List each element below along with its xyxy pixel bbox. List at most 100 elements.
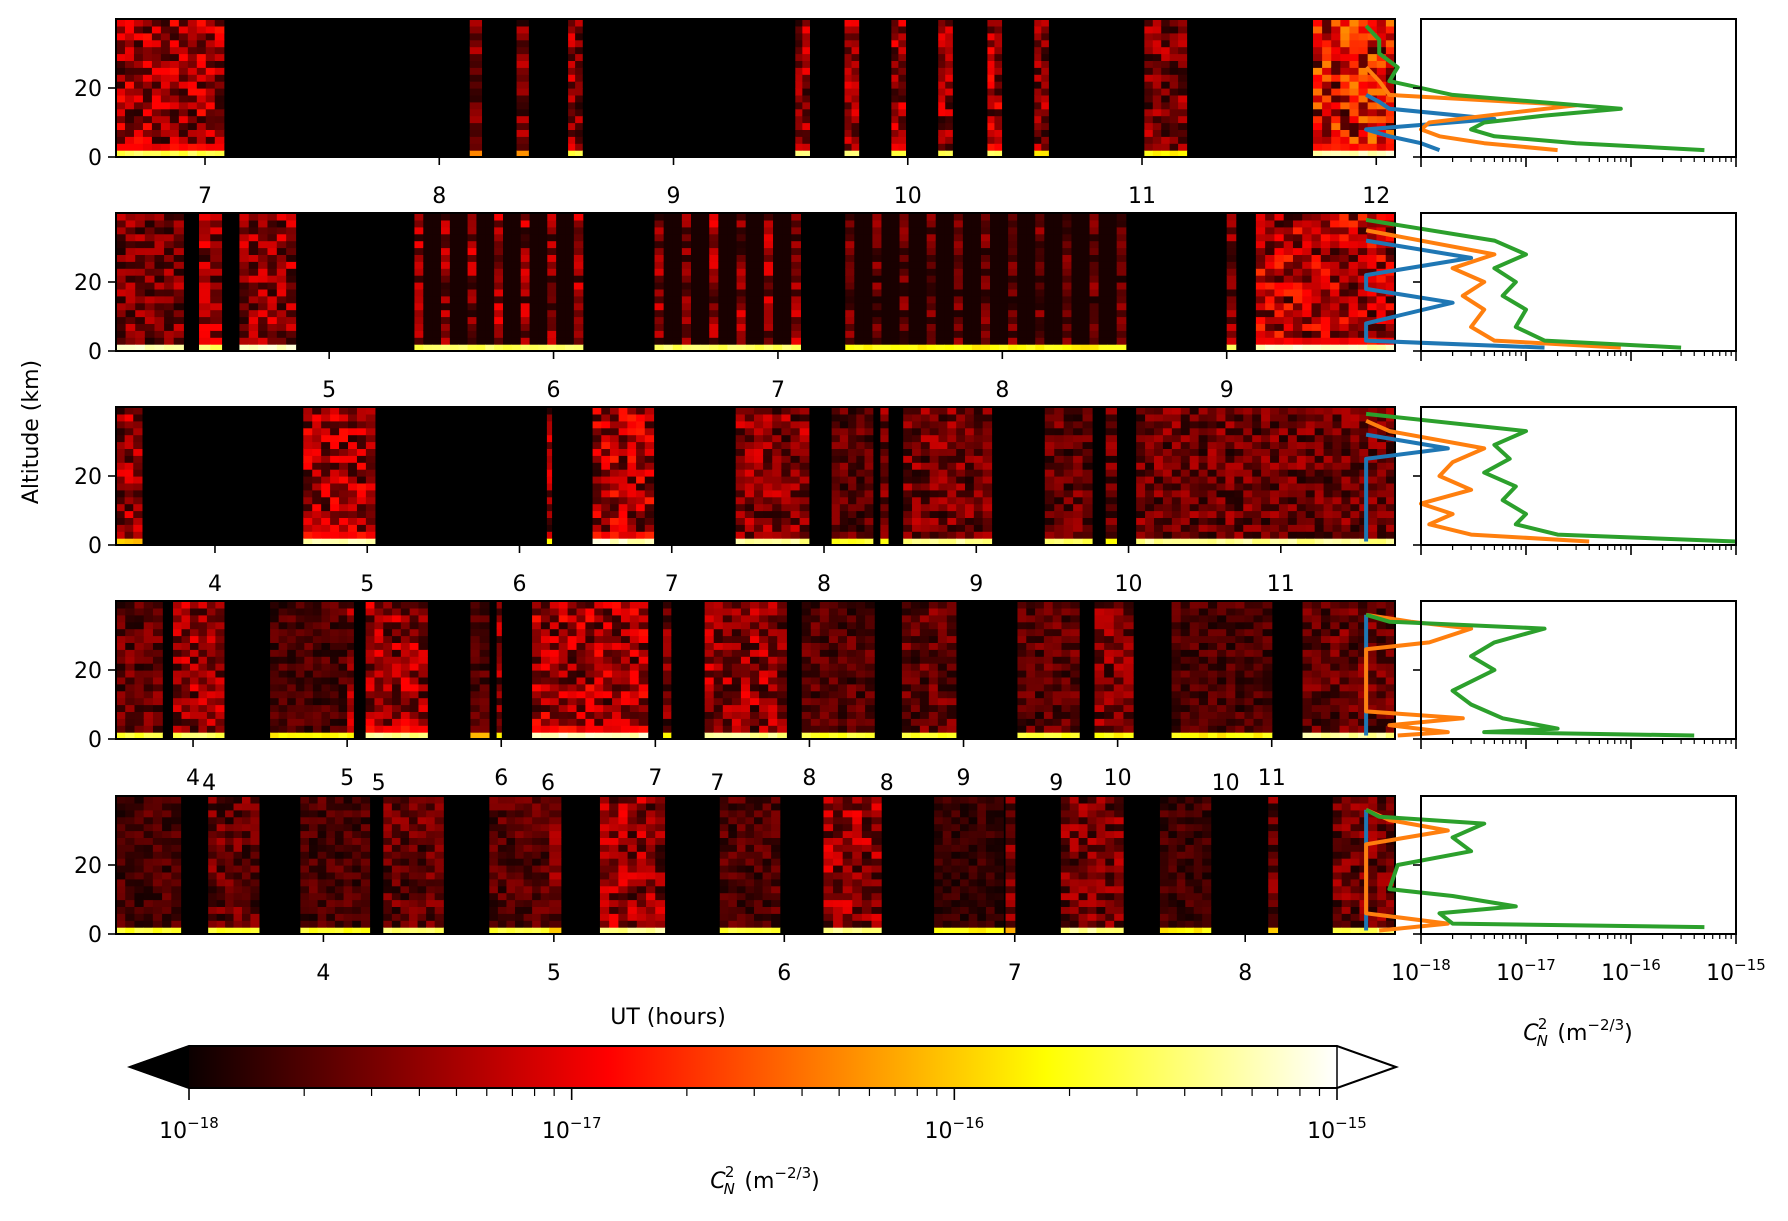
heatmap-cell [1116,295,1127,304]
heatmap-cell [1332,441,1343,449]
heatmap-cell [938,489,948,498]
heatmap-cell [1314,476,1325,484]
heatmap-cell [1348,233,1359,242]
heatmap-cell [124,455,134,463]
heatmap-cell [152,607,163,616]
heatmap-cell [982,482,993,491]
heatmap-cell [1265,268,1276,276]
heatmap-cell [1063,413,1074,422]
heatmap-cell [1274,316,1285,324]
heatmap-cell [1169,60,1179,68]
heatmap-cell [718,316,729,324]
heatmap-cell [1314,524,1325,532]
heatmap-cell [945,88,953,96]
heatmap-cell [199,213,211,221]
heatmap-cell [782,344,792,352]
heatmap-cell [987,81,996,89]
heatmap-cell [568,25,576,34]
heatmap-cell [164,233,175,242]
heatmap-cell [1178,19,1188,27]
heatmap-cell [125,240,136,249]
heatmap-cell [917,219,928,228]
heatmap-cell [944,275,955,283]
heatmap-cell [1339,309,1350,318]
heatmap-cell [962,282,973,290]
heatmap-cell [947,407,957,415]
heatmap-cell [1107,309,1118,318]
heatmap-cell [409,607,420,616]
heatmap-cell [618,448,628,456]
heatmap-cell [791,316,801,324]
heatmap-cell [418,663,428,671]
heatmap-cell [744,524,755,532]
heatmap-cell [144,275,156,283]
heatmap-cell [844,60,853,68]
heatmap-cell [917,282,928,290]
heatmap-cell [1136,420,1146,429]
heatmap-cell [856,420,866,429]
heatmap-cell [116,288,127,297]
heatmap-cell [644,434,655,443]
heatmap-cell [258,323,269,331]
heatmap-cell [999,240,1009,249]
heatmap-cell [872,316,883,324]
heatmap-cell [1145,503,1155,512]
heatmap-cell [116,302,127,311]
heatmap-cell [154,219,165,228]
heatmap-cell [383,614,393,623]
heatmap-cell [409,635,420,643]
heatmap-cell [516,19,529,27]
heatmap-cell [1296,469,1307,477]
heatmap-cell [844,122,853,130]
heatmap-cell [348,420,358,429]
heatmap-cell [278,607,288,616]
heatmap-cell [467,233,478,242]
heatmap-cell [644,407,655,415]
heatmap-cell [863,268,873,276]
heatmap-cell [1368,496,1378,505]
heatmap-cell [1376,282,1387,290]
heatmap-cell [529,226,540,235]
heatmap-cell [173,247,184,255]
heatmap-cell [485,226,495,235]
heatmap-cell [627,489,637,498]
heatmap-cell [1339,213,1350,221]
heatmap-cell [848,455,857,463]
heatmap-cell [160,67,171,75]
heatmap-cell [248,316,259,324]
heatmap-cell [248,309,259,318]
heatmap-cell [1311,233,1322,242]
heatmap-cell [1026,247,1036,255]
heatmap-cell [891,81,899,89]
heatmap-cell [270,697,280,706]
heatmap-cell [1017,247,1027,255]
heatmap-cell [1359,496,1369,505]
heatmap-cell [795,46,803,55]
heatmap-cell [947,531,957,539]
heatmap-cell [908,219,919,228]
heatmap-cell [592,420,602,429]
heatmap-cell [1071,337,1082,345]
heatmap-cell [773,344,783,352]
heatmap-cell [286,295,297,304]
heatmap-cell [1302,261,1313,269]
heatmap-cell [681,268,692,276]
heatmap-cell [953,330,964,338]
heatmap-cell [926,302,937,311]
heatmap-cell [962,302,973,311]
heatmap-cell [1270,462,1280,470]
heatmap-cell [953,233,964,242]
heatmap-cell [392,683,402,692]
heatmap-cell [845,316,855,324]
heatmap-cell [872,275,883,283]
heatmap-cell [636,510,646,518]
heatmap-cell [1026,302,1036,311]
heatmap-cell [745,226,756,235]
heatmap-cell [982,427,993,436]
heatmap-cell [365,683,376,692]
heatmap-cell [1136,531,1146,539]
heatmap-cell [1062,316,1073,324]
heatmap-cell [1359,531,1369,539]
heatmap-cell [1349,150,1360,158]
